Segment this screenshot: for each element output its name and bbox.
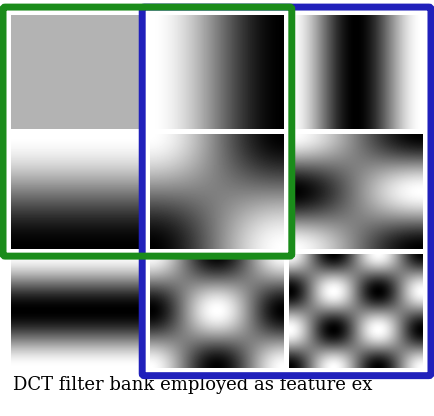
Text: DCT filter bank employed as feature ex: DCT filter bank employed as feature ex bbox=[13, 376, 372, 394]
